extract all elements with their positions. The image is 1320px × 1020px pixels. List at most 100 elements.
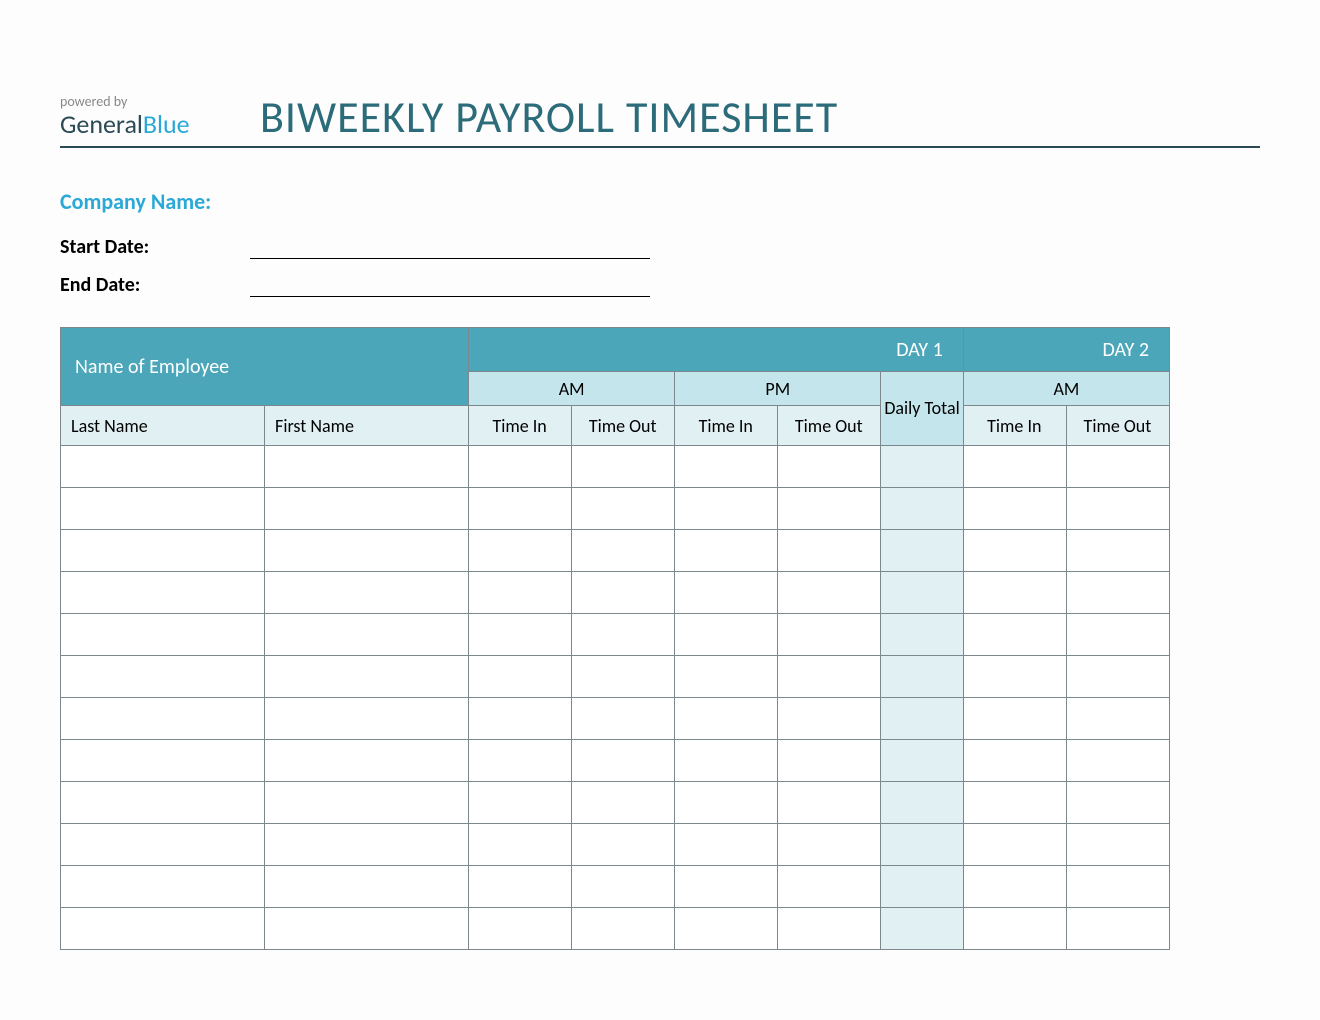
time-cell[interactable] [1066,740,1169,782]
time-cell[interactable] [963,782,1066,824]
daily-total-cell[interactable] [881,656,963,698]
time-cell[interactable] [572,908,675,950]
name-cell[interactable] [265,740,469,782]
time-cell[interactable] [469,614,572,656]
time-cell[interactable] [778,824,881,866]
time-cell[interactable] [1066,446,1169,488]
time-cell[interactable] [572,782,675,824]
time-cell[interactable] [675,614,778,656]
time-cell[interactable] [778,698,881,740]
time-cell[interactable] [778,740,881,782]
daily-total-cell[interactable] [881,488,963,530]
name-cell[interactable] [265,866,469,908]
name-cell[interactable] [265,530,469,572]
name-cell[interactable] [61,698,265,740]
time-cell[interactable] [572,614,675,656]
time-cell[interactable] [963,866,1066,908]
daily-total-cell[interactable] [881,614,963,656]
daily-total-cell[interactable] [881,446,963,488]
time-cell[interactable] [675,488,778,530]
time-cell[interactable] [675,698,778,740]
name-cell[interactable] [61,866,265,908]
name-cell[interactable] [265,698,469,740]
time-cell[interactable] [963,446,1066,488]
time-cell[interactable] [572,824,675,866]
name-cell[interactable] [61,740,265,782]
name-cell[interactable] [265,614,469,656]
time-cell[interactable] [778,908,881,950]
name-cell[interactable] [61,824,265,866]
time-cell[interactable] [469,572,572,614]
time-cell[interactable] [469,698,572,740]
time-cell[interactable] [963,572,1066,614]
name-cell[interactable] [61,908,265,950]
time-cell[interactable] [572,740,675,782]
daily-total-cell[interactable] [881,908,963,950]
time-cell[interactable] [572,530,675,572]
time-cell[interactable] [469,824,572,866]
time-cell[interactable] [778,446,881,488]
time-cell[interactable] [778,782,881,824]
name-cell[interactable] [61,782,265,824]
time-cell[interactable] [572,656,675,698]
name-cell[interactable] [265,446,469,488]
time-cell[interactable] [675,446,778,488]
time-cell[interactable] [1066,698,1169,740]
daily-total-cell[interactable] [881,740,963,782]
name-cell[interactable] [265,572,469,614]
time-cell[interactable] [1066,782,1169,824]
time-cell[interactable] [675,656,778,698]
time-cell[interactable] [778,614,881,656]
time-cell[interactable] [963,908,1066,950]
time-cell[interactable] [963,488,1066,530]
time-cell[interactable] [572,446,675,488]
daily-total-cell[interactable] [881,866,963,908]
time-cell[interactable] [778,488,881,530]
name-cell[interactable] [61,614,265,656]
time-cell[interactable] [675,740,778,782]
time-cell[interactable] [1066,656,1169,698]
name-cell[interactable] [265,908,469,950]
time-cell[interactable] [1066,614,1169,656]
name-cell[interactable] [265,782,469,824]
time-cell[interactable] [1066,488,1169,530]
time-cell[interactable] [1066,824,1169,866]
time-cell[interactable] [963,614,1066,656]
name-cell[interactable] [61,488,265,530]
time-cell[interactable] [572,698,675,740]
time-cell[interactable] [963,740,1066,782]
daily-total-cell[interactable] [881,530,963,572]
name-cell[interactable] [265,488,469,530]
time-cell[interactable] [675,824,778,866]
time-cell[interactable] [778,572,881,614]
start-date-input[interactable] [250,237,650,259]
name-cell[interactable] [61,656,265,698]
time-cell[interactable] [675,572,778,614]
time-cell[interactable] [469,782,572,824]
time-cell[interactable] [572,488,675,530]
time-cell[interactable] [469,740,572,782]
time-cell[interactable] [675,530,778,572]
time-cell[interactable] [1066,866,1169,908]
time-cell[interactable] [963,530,1066,572]
name-cell[interactable] [61,446,265,488]
time-cell[interactable] [469,530,572,572]
time-cell[interactable] [1066,572,1169,614]
time-cell[interactable] [675,908,778,950]
time-cell[interactable] [963,698,1066,740]
name-cell[interactable] [61,530,265,572]
time-cell[interactable] [572,572,675,614]
time-cell[interactable] [1066,530,1169,572]
daily-total-cell[interactable] [881,824,963,866]
time-cell[interactable] [1066,908,1169,950]
daily-total-cell[interactable] [881,572,963,614]
time-cell[interactable] [469,866,572,908]
name-cell[interactable] [61,572,265,614]
time-cell[interactable] [469,446,572,488]
time-cell[interactable] [572,866,675,908]
time-cell[interactable] [778,656,881,698]
name-cell[interactable] [265,656,469,698]
daily-total-cell[interactable] [881,698,963,740]
time-cell[interactable] [469,656,572,698]
time-cell[interactable] [675,782,778,824]
